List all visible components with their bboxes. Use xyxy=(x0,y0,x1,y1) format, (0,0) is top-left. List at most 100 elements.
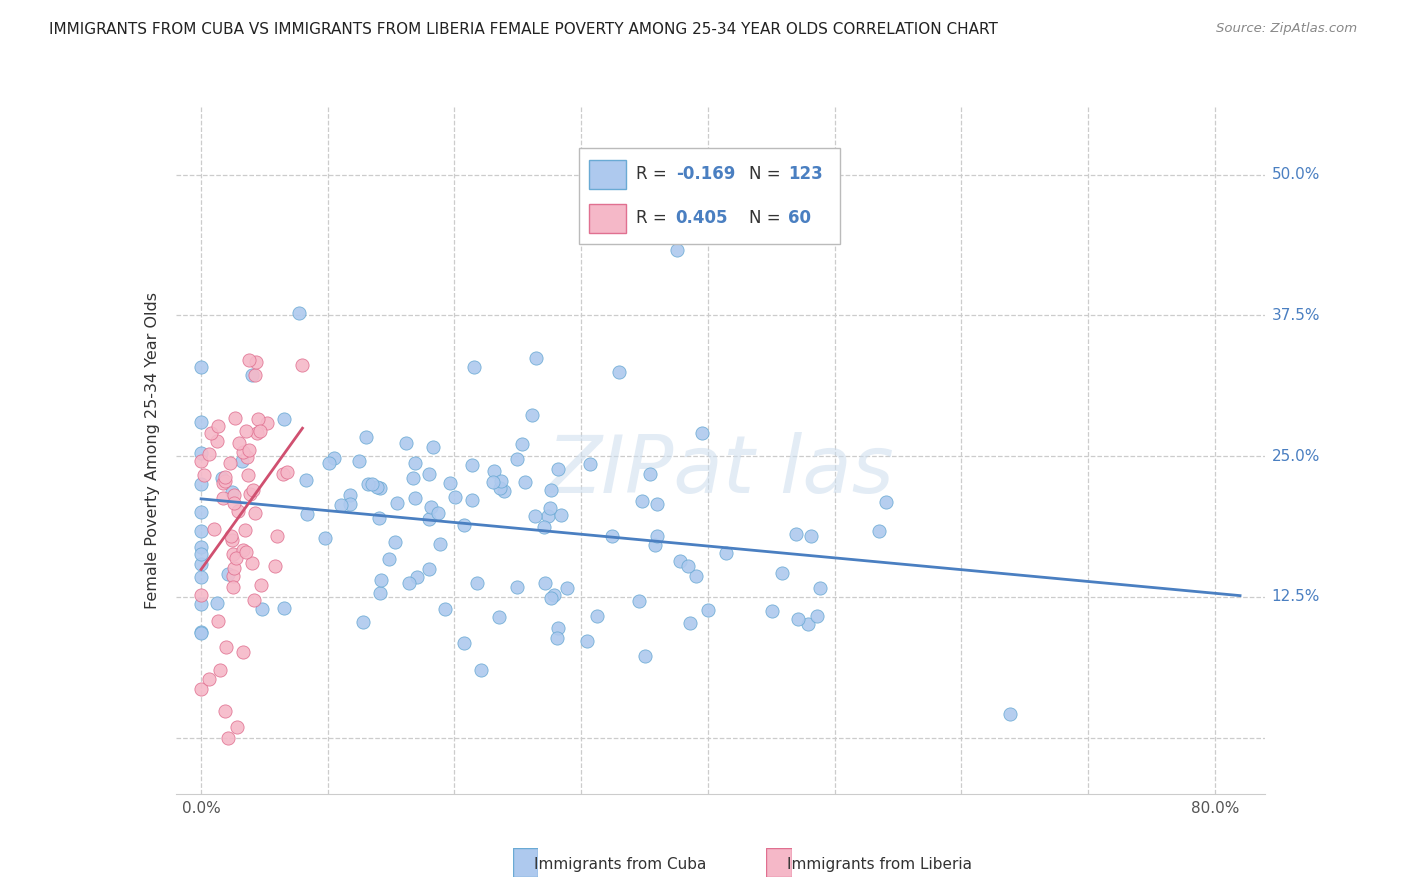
Text: N =: N = xyxy=(749,165,786,183)
Point xyxy=(797,616,820,631)
Point xyxy=(190,547,212,561)
Point xyxy=(482,475,505,490)
Point xyxy=(205,434,228,448)
Point xyxy=(236,450,259,464)
Point xyxy=(510,437,533,451)
Point xyxy=(190,524,212,539)
Point xyxy=(714,546,737,560)
Point xyxy=(246,426,269,441)
Point xyxy=(212,476,235,491)
Text: Source: ZipAtlas.com: Source: ZipAtlas.com xyxy=(1216,22,1357,36)
Point xyxy=(339,488,361,502)
Point xyxy=(224,411,246,425)
Point xyxy=(190,588,212,602)
Text: 37.5%: 37.5% xyxy=(1272,308,1320,323)
Point xyxy=(217,731,239,745)
Text: 25.0%: 25.0% xyxy=(1272,449,1320,464)
Point xyxy=(585,609,607,624)
Point xyxy=(546,631,568,645)
Point xyxy=(347,453,370,467)
Point xyxy=(228,436,250,450)
Point xyxy=(207,418,229,433)
Text: ZIPat las: ZIPat las xyxy=(547,432,894,510)
Point xyxy=(395,435,418,450)
Point xyxy=(370,573,392,587)
Point xyxy=(669,554,692,568)
Point xyxy=(540,591,562,606)
Point xyxy=(427,506,450,520)
Point xyxy=(250,578,273,592)
Point xyxy=(221,533,243,547)
Point xyxy=(808,581,831,595)
Point xyxy=(295,507,318,521)
Point xyxy=(190,557,212,571)
Point xyxy=(219,457,242,471)
Point xyxy=(232,445,254,459)
Point xyxy=(222,488,245,502)
Point xyxy=(434,601,457,615)
Point xyxy=(404,456,426,470)
Text: Immigrants from Cuba: Immigrants from Cuba xyxy=(534,857,707,872)
Point xyxy=(219,529,242,543)
Point xyxy=(238,443,260,458)
Point xyxy=(488,481,510,495)
Point xyxy=(634,649,657,664)
Text: 50.0%: 50.0% xyxy=(1272,167,1320,182)
Point xyxy=(538,500,561,515)
Point xyxy=(575,634,598,648)
Point xyxy=(645,528,668,542)
Point xyxy=(225,550,247,565)
Point xyxy=(418,467,440,482)
Point xyxy=(513,475,536,490)
Point xyxy=(294,473,316,487)
Point xyxy=(190,570,212,584)
Point xyxy=(190,681,212,696)
Point xyxy=(360,477,382,491)
Point xyxy=(190,359,212,374)
Point xyxy=(318,456,340,470)
Point xyxy=(193,468,215,483)
Point xyxy=(422,440,444,454)
Point xyxy=(221,485,243,500)
Point xyxy=(406,570,429,584)
Point xyxy=(453,635,475,649)
Point xyxy=(190,415,212,429)
Point xyxy=(627,594,650,608)
Point xyxy=(402,471,425,485)
Point xyxy=(240,368,263,382)
Point xyxy=(461,458,484,472)
Text: N =: N = xyxy=(749,210,786,227)
Point xyxy=(232,543,254,558)
Point xyxy=(550,508,572,523)
Point xyxy=(273,601,295,615)
Point xyxy=(465,576,488,591)
Point xyxy=(238,352,260,367)
Point xyxy=(217,566,239,581)
Point xyxy=(787,612,810,626)
Point xyxy=(533,520,555,534)
Point xyxy=(444,490,467,504)
Point xyxy=(357,476,380,491)
Point xyxy=(245,355,267,369)
Point xyxy=(638,467,661,482)
Text: Immigrants from Liberia: Immigrants from Liberia xyxy=(787,857,973,872)
Point xyxy=(245,507,267,521)
Point xyxy=(250,602,273,616)
Point xyxy=(215,640,238,654)
Point xyxy=(249,424,271,438)
Point xyxy=(190,540,212,554)
FancyBboxPatch shape xyxy=(589,204,626,233)
Point xyxy=(214,470,236,484)
Point xyxy=(666,244,689,258)
Point xyxy=(214,704,236,718)
Point xyxy=(329,498,352,512)
Text: 60: 60 xyxy=(789,210,811,227)
Point xyxy=(190,446,212,460)
Point xyxy=(690,425,713,440)
Point xyxy=(198,672,221,686)
Point xyxy=(404,491,426,506)
Point xyxy=(214,474,236,488)
Point xyxy=(524,351,547,365)
Point xyxy=(207,614,229,628)
Point xyxy=(367,511,389,525)
